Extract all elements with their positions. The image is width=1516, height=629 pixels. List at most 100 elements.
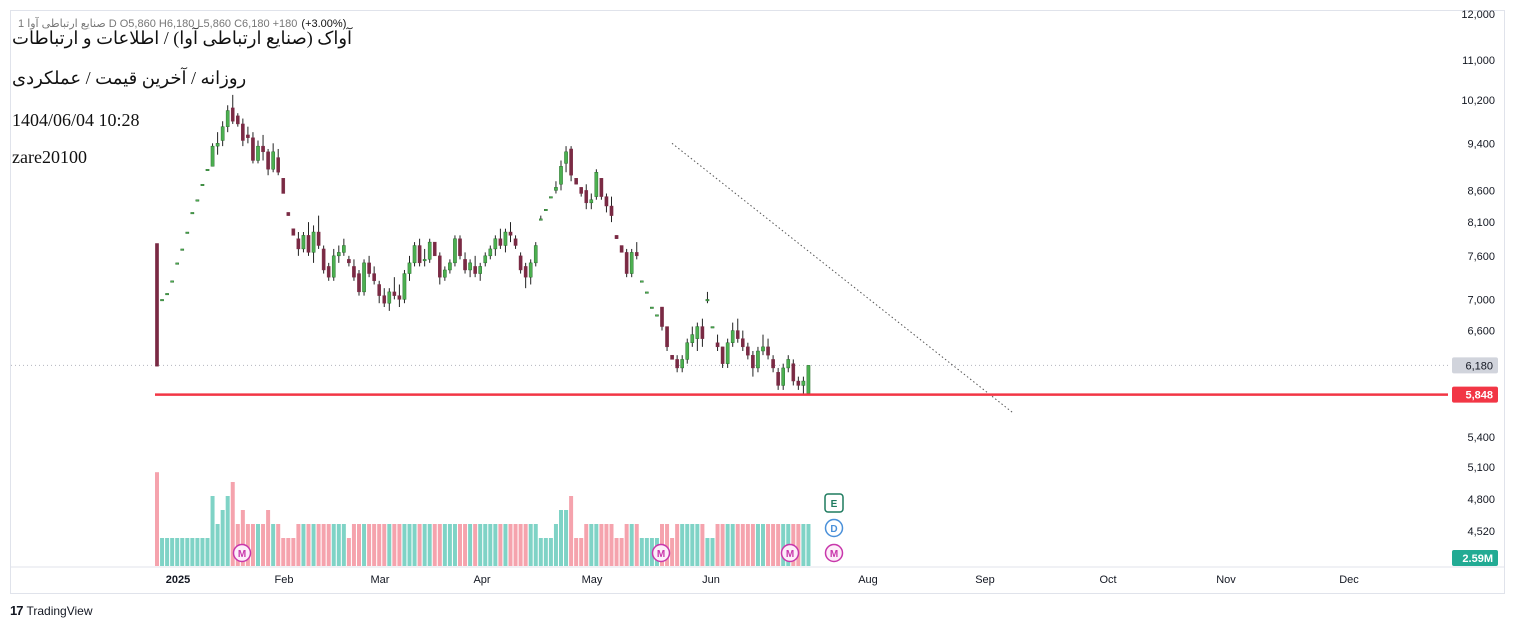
volume-bar <box>523 524 528 566</box>
volume-bar <box>599 524 604 566</box>
volume-bar <box>458 524 462 566</box>
tradingview-name: TradingView <box>26 603 93 618</box>
candle-body <box>478 266 483 274</box>
candle-body <box>569 148 573 176</box>
volume-bar <box>609 524 614 566</box>
candle-body <box>392 291 397 296</box>
volume-bar <box>473 524 478 566</box>
candle-body <box>291 228 296 236</box>
volume-bar <box>695 524 700 566</box>
candle-body <box>301 235 306 250</box>
volume-bar <box>452 524 457 566</box>
volume-bar <box>210 496 215 566</box>
candle-body <box>377 284 382 296</box>
candle-body <box>438 255 442 278</box>
candle-body <box>458 238 462 257</box>
volume-bar <box>574 538 579 566</box>
y-tick-label: 8,600 <box>1467 185 1495 197</box>
volume-bar <box>331 524 336 566</box>
volume-bar <box>498 524 503 566</box>
candle-body <box>306 235 311 253</box>
candle-body <box>786 359 791 369</box>
candle-body <box>266 151 270 170</box>
volume-bar <box>796 524 801 566</box>
candle-body <box>417 245 422 264</box>
volume-bar <box>160 538 165 566</box>
volume-bar <box>417 524 422 566</box>
volume-bar <box>362 524 367 566</box>
x-tick-label: Oct <box>1099 574 1116 586</box>
candle-body <box>342 245 346 253</box>
volume-bar <box>412 524 417 566</box>
candle-body <box>195 199 200 202</box>
y-tick-label: 7,000 <box>1467 294 1495 306</box>
volume-bar <box>316 524 321 566</box>
volume-bar <box>422 524 427 566</box>
candle-body <box>296 238 301 250</box>
candle-body <box>720 346 725 364</box>
volume-bar <box>357 524 361 566</box>
volume-bar <box>351 524 356 566</box>
volume-bar <box>781 524 786 566</box>
volume-bar <box>346 538 351 566</box>
candle-body <box>281 178 286 194</box>
volume-bar <box>377 524 382 566</box>
volume-bar <box>266 510 271 566</box>
candle-body <box>579 187 583 194</box>
volume-bar <box>675 524 680 566</box>
volume-bar <box>256 524 260 566</box>
volume-bar <box>407 524 412 566</box>
volume-bar <box>503 524 508 566</box>
candle-body <box>326 266 331 278</box>
volume-bar <box>533 524 538 566</box>
volume-bar <box>493 524 498 566</box>
volume-bar <box>730 524 735 566</box>
volume-bar <box>165 538 170 566</box>
candle-body <box>210 145 215 167</box>
candle-body <box>235 115 240 125</box>
y-tick-label: 5,400 <box>1467 432 1495 444</box>
candle-body <box>190 212 195 215</box>
candle-body <box>751 354 755 369</box>
candle-body <box>448 262 452 271</box>
candle-body <box>781 367 785 386</box>
volume-bar <box>806 524 811 566</box>
candle-body <box>594 172 599 197</box>
y-tick-label: 5,100 <box>1467 462 1495 474</box>
news-marker-icon <box>780 543 800 563</box>
volume-bar <box>301 524 306 566</box>
candle-body <box>488 248 493 257</box>
volume-bar <box>387 524 392 566</box>
volume-bar <box>564 510 569 566</box>
volume-bar <box>705 538 710 566</box>
y-tick-label: 7,600 <box>1467 251 1495 263</box>
volume-bar <box>715 524 720 566</box>
candle-body <box>347 259 351 264</box>
tradingview-brand[interactable]: 17 TradingView <box>10 603 93 618</box>
volume-bar <box>367 524 372 566</box>
candle-body <box>564 151 568 164</box>
volume-bar <box>735 524 740 566</box>
volume-bar <box>225 496 230 566</box>
news-marker-label: M <box>830 549 838 560</box>
y-tick-label: 12,000 <box>1461 9 1495 21</box>
candle-body <box>473 266 477 274</box>
volume-bar <box>175 538 180 566</box>
x-tick-label: Mar <box>371 574 390 586</box>
candle-body <box>155 243 159 367</box>
volume-bar <box>761 524 765 566</box>
chart-frame <box>10 10 1505 594</box>
candle-body <box>165 293 169 296</box>
volume-bar <box>220 510 225 566</box>
volume-bar <box>271 524 276 566</box>
candle-body <box>756 350 760 369</box>
volume-bar <box>755 524 760 566</box>
candle-body <box>311 231 316 253</box>
y-tick-label: 8,100 <box>1467 217 1495 229</box>
volume-bar <box>372 524 377 566</box>
candle-body <box>412 245 417 264</box>
candle-body <box>337 252 341 257</box>
chart-subtitle: روزانه / آخرین قیمت / عملکردی <box>12 68 247 88</box>
candle-body <box>771 359 775 369</box>
